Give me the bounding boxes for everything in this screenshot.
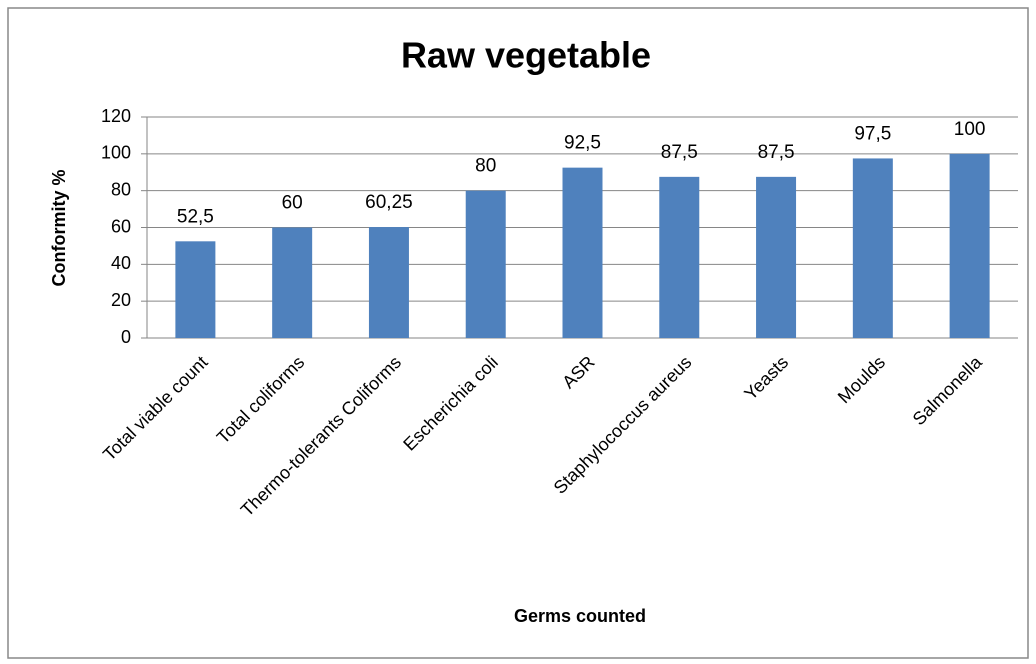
data-label: 87,5 [758, 142, 795, 163]
bar [465, 190, 506, 338]
bar [368, 227, 409, 338]
bar [175, 241, 216, 338]
chart-title: Raw vegetable [401, 35, 651, 76]
bar [272, 227, 313, 338]
y-axis-label: Conformity % [49, 170, 69, 287]
bar [756, 176, 797, 338]
data-label: 87,5 [661, 142, 698, 163]
bar [949, 153, 990, 338]
bar [852, 158, 893, 338]
data-label: 100 [954, 119, 986, 140]
y-tick-label: 40 [111, 253, 131, 273]
y-tick-label: 60 [111, 216, 131, 236]
data-label: 97,5 [854, 123, 891, 144]
y-tick-label: 20 [111, 290, 131, 310]
y-tick-label: 120 [101, 106, 131, 126]
data-label: 92,5 [564, 133, 601, 154]
data-label: 60 [282, 193, 303, 214]
y-tick-label: 80 [111, 179, 131, 199]
data-label: 80 [475, 156, 496, 177]
x-axis-label: Germs counted [514, 606, 646, 626]
bar [562, 167, 603, 338]
data-label: 60,25 [365, 192, 413, 213]
y-tick-label: 100 [101, 143, 131, 163]
data-label: 52,5 [177, 206, 214, 227]
y-tick-label: 0 [121, 327, 131, 347]
bar [659, 176, 700, 338]
